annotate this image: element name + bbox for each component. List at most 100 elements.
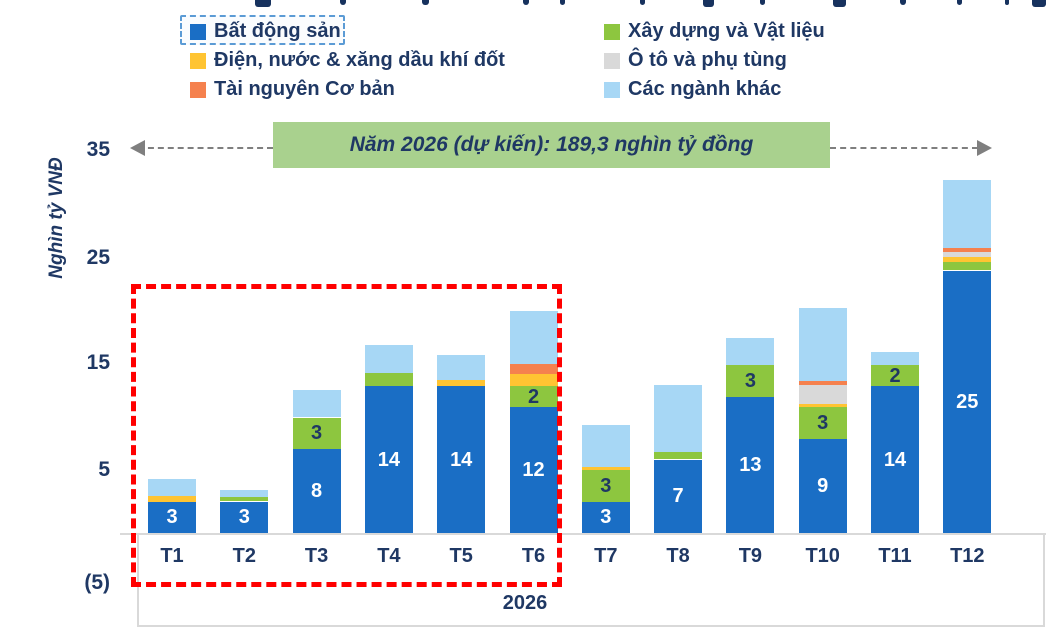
bar-segment-T3[interactable]: 8 <box>292 449 341 533</box>
bar-value-label: 2 <box>889 364 901 387</box>
bar-segment-T5[interactable]: 14 <box>437 386 486 533</box>
bar-segment-T11[interactable]: 14 <box>871 386 919 533</box>
x-axis-group-label: 2026 <box>502 592 548 614</box>
axis-band-bottom-border <box>137 625 1045 627</box>
x-axis-label-T11: T11 <box>878 545 912 567</box>
bar-segment-T1[interactable] <box>148 479 196 497</box>
axis-band-right-border <box>1043 534 1045 627</box>
bar-segment-T6[interactable] <box>509 363 558 375</box>
bar-segment-T7[interactable]: 3 <box>581 501 630 533</box>
bar-segment-T12[interactable] <box>943 262 992 271</box>
banner-arrow-left-line <box>138 147 273 149</box>
bar-value-label: 3 <box>166 506 178 529</box>
bar-segment-T9[interactable] <box>726 337 775 365</box>
y-tick-neg5neg: (5) <box>84 571 110 594</box>
legend-item-bat-dong-san[interactable]: Bất động sản <box>190 17 505 46</box>
bar-segment-T10[interactable] <box>798 403 847 407</box>
bar-value-label: 3 <box>238 506 250 529</box>
bar-value-label: 3 <box>817 411 829 434</box>
legend-item-label: Các ngành khác <box>628 78 782 100</box>
bar-segment-T12[interactable] <box>943 256 992 263</box>
bar-segment-T4[interactable] <box>364 345 413 374</box>
banner-arrow-right-line <box>830 147 978 149</box>
bar-segment-T4[interactable]: 14 <box>364 386 413 533</box>
bar-segment-T11[interactable]: 2 <box>871 365 919 386</box>
bar-segment-T4[interactable] <box>364 373 413 386</box>
y-tick-5: 5 <box>98 458 110 481</box>
bar-segment-T9[interactable]: 3 <box>726 365 775 397</box>
legend-swatch-icon <box>604 81 620 98</box>
bar-segment-T12[interactable] <box>943 251 992 257</box>
bar-value-label: 25 <box>956 390 979 413</box>
legend-item-cac-nganh-khac[interactable]: Các ngành khác <box>604 75 825 104</box>
x-axis-label-T9: T9 <box>738 545 763 567</box>
legend-item-label: Tài nguyên Cơ bản <box>214 78 395 100</box>
bar-value-label: 13 <box>739 453 762 476</box>
bar-segment-T8[interactable] <box>654 384 703 453</box>
bar-segment-T11[interactable] <box>871 352 919 365</box>
bar-segment-T10[interactable] <box>798 308 847 381</box>
bar-segment-T7[interactable] <box>581 466 630 470</box>
bar-value-label: 7 <box>672 485 684 508</box>
annual-total-banner[interactable]: Năm 2026 (dự kiến): 189,3 nghìn tỷ đồng <box>273 122 830 168</box>
bar-segment-T5[interactable] <box>437 354 486 380</box>
legend-item-label: Điện, nước & xăng dầu khí đốt <box>214 49 505 71</box>
x-axis-label-T5: T5 <box>449 545 473 567</box>
bar-segment-T3[interactable]: 3 <box>292 417 341 449</box>
x-axis-label-T4: T4 <box>377 545 401 567</box>
highlight-rectangle-T1-T6[interactable] <box>131 284 562 587</box>
bar-segment-T7[interactable] <box>581 424 630 467</box>
bar-segment-T6[interactable]: 12 <box>509 407 558 533</box>
bar-segment-T12[interactable] <box>943 180 992 249</box>
bar-segment-T1[interactable]: 3 <box>148 501 196 533</box>
bar-segment-T1[interactable] <box>148 496 196 502</box>
legend-column-right: Xây dựng và Vật liệu Ô tô và phụ tùng Cá… <box>604 17 825 104</box>
arrow-left-icon <box>130 140 145 156</box>
x-axis-label-T10: T10 <box>805 545 840 567</box>
legend-item-tai-nguyen-co-ban[interactable]: Tài nguyên Cơ bản <box>190 75 505 104</box>
bar-segment-T7[interactable]: 3 <box>581 470 630 502</box>
bar-segment-T6[interactable] <box>509 311 558 364</box>
legend-swatch-icon <box>190 52 206 69</box>
bar-segment-T8[interactable]: 7 <box>654 459 703 533</box>
legend-column-left: Bất động sản Điện, nước & xăng dầu khí đ… <box>190 17 505 104</box>
bar-segment-T9[interactable]: 13 <box>726 396 775 533</box>
bar-segment-T3[interactable] <box>292 390 341 418</box>
bar-value-label: 3 <box>744 369 756 392</box>
bar-value-label: 8 <box>311 480 323 502</box>
bar-value-label: 12 <box>522 459 545 481</box>
legend-item-label: Ô tô và phụ tùng <box>628 49 787 71</box>
bar-segment-T8[interactable] <box>654 452 703 460</box>
x-axis-line <box>120 533 1046 535</box>
legend-item-label: Xây dựng và Vật liệu <box>628 20 825 42</box>
bar-value-label: 9 <box>817 474 829 497</box>
legend-item-o-to-phu-tung[interactable]: Ô tô và phụ tùng <box>604 46 825 75</box>
y-tick-25: 25 <box>86 246 110 269</box>
x-axis-label-T2: T2 <box>232 545 256 567</box>
bar-segment-T6[interactable] <box>509 374 558 386</box>
bar-segment-T10[interactable]: 9 <box>798 438 847 533</box>
bar-segment-T10[interactable] <box>798 380 847 385</box>
bar-segment-T2[interactable] <box>220 489 269 498</box>
legend-item-label: Bất động sản <box>214 20 341 42</box>
bar-segment-T2[interactable]: 3 <box>220 501 269 533</box>
x-axis-label-T8: T8 <box>666 545 690 567</box>
bar-value-label: 14 <box>450 448 473 471</box>
legend-swatch-icon <box>190 81 206 98</box>
x-axis-label-T1: T1 <box>160 545 184 567</box>
bar-segment-T12[interactable] <box>943 248 992 252</box>
bar-segment-T6[interactable]: 2 <box>509 386 558 407</box>
bar-segment-T2[interactable] <box>220 497 269 502</box>
bar-value-label: 3 <box>311 422 323 445</box>
bar-segment-T12[interactable]: 25 <box>943 270 992 533</box>
legend-swatch-icon <box>604 52 620 69</box>
bar-segment-T10[interactable]: 3 <box>798 407 847 439</box>
bar-value-label: 3 <box>600 506 612 529</box>
legend-item-dien-nuoc-xang-dau[interactable]: Điện, nước & xăng dầu khí đốt <box>190 46 505 75</box>
bar-segment-T10[interactable] <box>798 384 847 404</box>
legend-item-xay-dung-vat-lieu[interactable]: Xây dựng và Vật liệu <box>604 17 825 46</box>
axis-band-left-border <box>137 534 139 627</box>
x-axis-label-T12: T12 <box>950 545 985 567</box>
bar-segment-T5[interactable] <box>437 379 486 386</box>
